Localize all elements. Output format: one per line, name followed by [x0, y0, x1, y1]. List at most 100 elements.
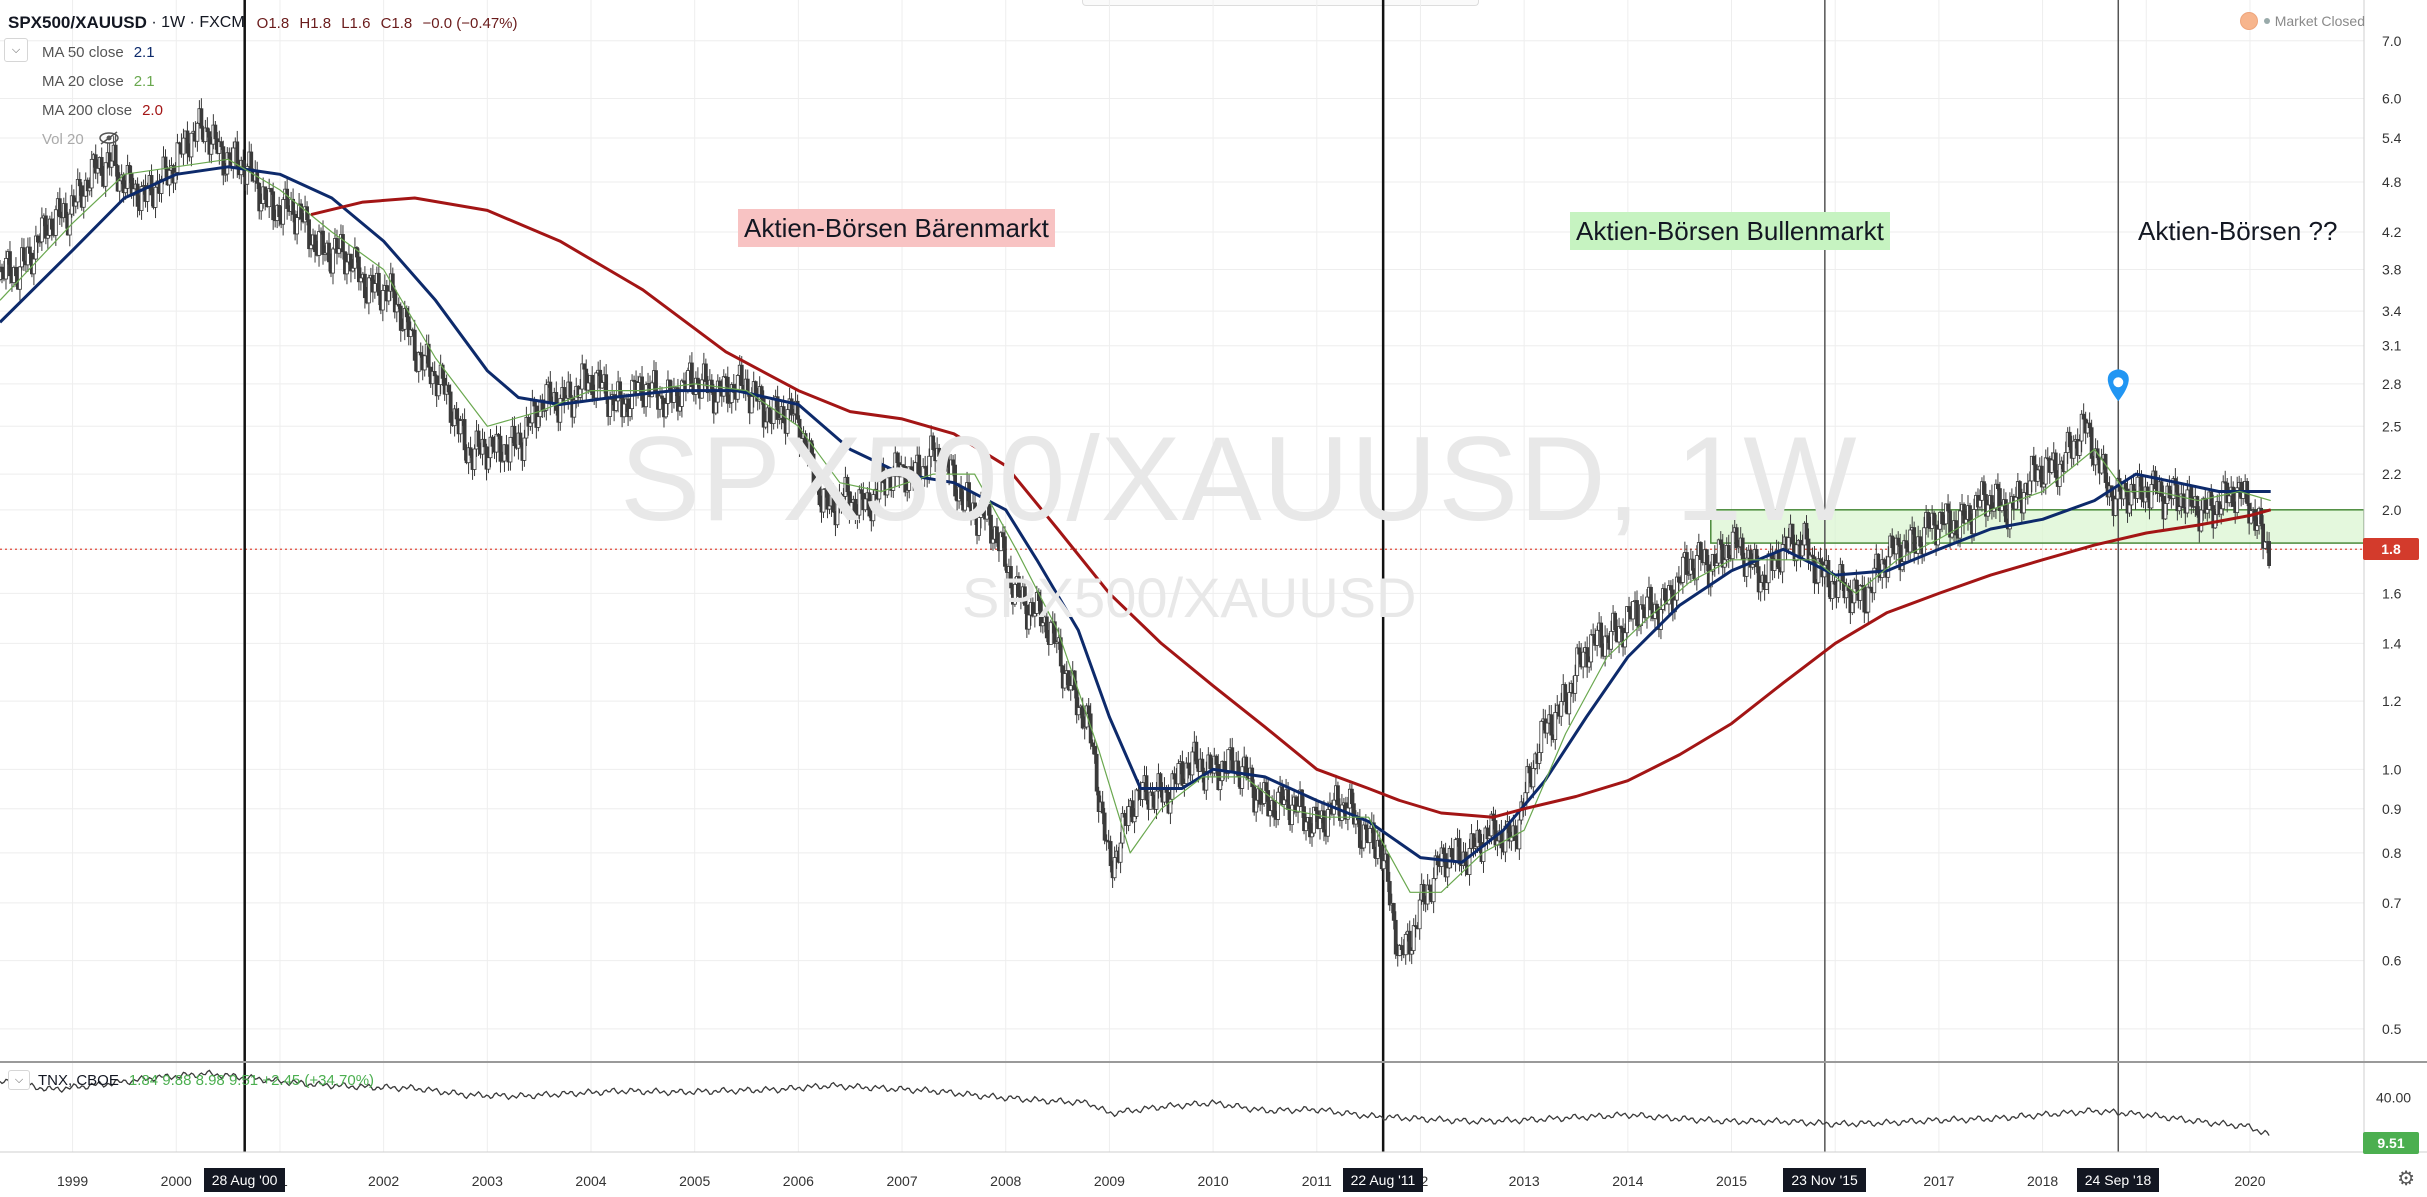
ma200-legend[interactable]: MA 200 close 2.0: [8, 96, 524, 125]
candle-body: [967, 482, 971, 508]
top-toolbar-tab[interactable]: [1082, 0, 1479, 6]
candle-body: [189, 132, 194, 158]
candle-body: [2167, 485, 2172, 499]
candle-body: [2267, 541, 2271, 566]
annotation-bull-market[interactable]: Aktien-Börsen Bullenmarkt: [1570, 212, 1890, 250]
symbol-sep: ·: [185, 14, 200, 31]
candle-body: [989, 514, 993, 544]
candle-body: [1377, 839, 1382, 847]
candle-body: [1926, 512, 1931, 528]
market-status-label: Market Closed: [2274, 13, 2365, 29]
candle-body: [1780, 544, 1785, 573]
candle-body: [321, 230, 325, 255]
candle-body: [398, 305, 403, 331]
candle-body: [380, 290, 385, 311]
candle-body: [2063, 452, 2068, 473]
candle-body: [135, 183, 140, 207]
annotation-bear-market[interactable]: Aktien-Börsen Bärenmarkt: [738, 209, 1055, 247]
candle-body: [1226, 749, 1231, 774]
candle-body: [825, 488, 830, 510]
gear-icon[interactable]: ⚙: [2397, 1168, 2415, 1190]
candle-body: [695, 377, 700, 385]
candle-body: [1453, 839, 1458, 862]
candle-body: [1676, 576, 1681, 583]
candle-body: [307, 219, 311, 250]
candle-body: [107, 152, 112, 168]
candle-body: [1912, 527, 1917, 553]
ma20-legend[interactable]: MA 20 close 2.1: [8, 67, 524, 96]
candle-body: [412, 329, 417, 361]
candle-body: [644, 384, 648, 408]
candle-body: [1563, 684, 1568, 702]
candle-body: [14, 266, 18, 277]
candle-body: [2077, 440, 2082, 456]
candle-body: [582, 363, 587, 370]
market-status: Market Closed: [2239, 12, 2365, 30]
candle-body: [1764, 582, 1769, 590]
candle-body: [1690, 558, 1695, 571]
candle-body: [1684, 552, 1689, 575]
candle-body: [2127, 504, 2132, 514]
candle-body: [277, 205, 282, 218]
candle-body: [1363, 824, 1368, 830]
candle-body: [580, 363, 585, 390]
candle-body: [2227, 495, 2232, 504]
annotation-question[interactable]: Aktien-Börsen ??: [2138, 216, 2338, 246]
candle-body: [604, 374, 609, 400]
candle-body: [327, 242, 331, 263]
candle-body: [1276, 791, 1281, 820]
candle-body: [721, 376, 726, 397]
candle-body: [436, 384, 441, 397]
candle-body: [1214, 755, 1219, 765]
candle-body: [572, 399, 577, 418]
candle-body: [785, 409, 790, 434]
candle-body: [1587, 661, 1592, 668]
x-tick-label: 1999: [57, 1173, 88, 1189]
candle-body: [245, 165, 250, 185]
candle-body: [1812, 556, 1817, 584]
candle-body: [1854, 579, 1859, 590]
candle-body: [1794, 544, 1799, 562]
tnx-symbol[interactable]: TNX, CBOE: [38, 1071, 119, 1089]
main-legend: SPX500/XAUUSD · 1W · FXCM O1.8 H1.8 L1.6…: [8, 8, 524, 154]
candle-body: [2163, 503, 2168, 520]
candle-body: [1154, 790, 1159, 810]
ma-line-200: [310, 196, 2272, 819]
x-tick-label: 2002: [368, 1173, 399, 1189]
chevron-down-icon[interactable]: ⌵: [4, 38, 28, 62]
candle-body: [1411, 925, 1416, 951]
candle-body: [821, 488, 826, 513]
vol-legend[interactable]: Vol 20: [8, 125, 524, 154]
high-value: H1.8: [299, 14, 332, 32]
candle-body: [558, 398, 563, 423]
candle-body: [1645, 596, 1649, 619]
chevron-down-icon[interactable]: ⌵: [8, 1070, 30, 1090]
symbol-label[interactable]: SPX500/XAUUSD: [8, 13, 147, 32]
candle-body: [2175, 484, 2180, 512]
tnx-pane: [0, 1069, 2270, 1136]
y-tick-label: 2.8: [2382, 376, 2402, 392]
candle-body: [1649, 586, 1653, 611]
ma50-value: 2.1: [133, 44, 155, 61]
candle-body: [1186, 762, 1191, 769]
candle-body: [1086, 705, 1091, 715]
y-tick-label: 4.2: [2382, 224, 2402, 240]
ma50-legend[interactable]: MA 50 close 2.1: [8, 38, 524, 67]
candle-body: [1009, 566, 1013, 589]
candle-body: [269, 188, 274, 193]
candle-body: [2067, 431, 2072, 448]
candle-body: [1268, 810, 1273, 817]
candle-body: [1972, 509, 1976, 535]
candle-body: [703, 363, 708, 382]
candle-body: [1545, 722, 1550, 734]
candle-body: [600, 382, 605, 389]
candle-body: [1978, 499, 1982, 508]
candle-body: [2039, 465, 2044, 488]
candle-body: [548, 381, 553, 405]
candle-body: [831, 492, 836, 513]
interval-label[interactable]: 1W: [161, 14, 186, 31]
candle-body: [1750, 564, 1755, 568]
candle-body: [87, 187, 92, 192]
eye-hidden-icon[interactable]: [98, 130, 120, 150]
